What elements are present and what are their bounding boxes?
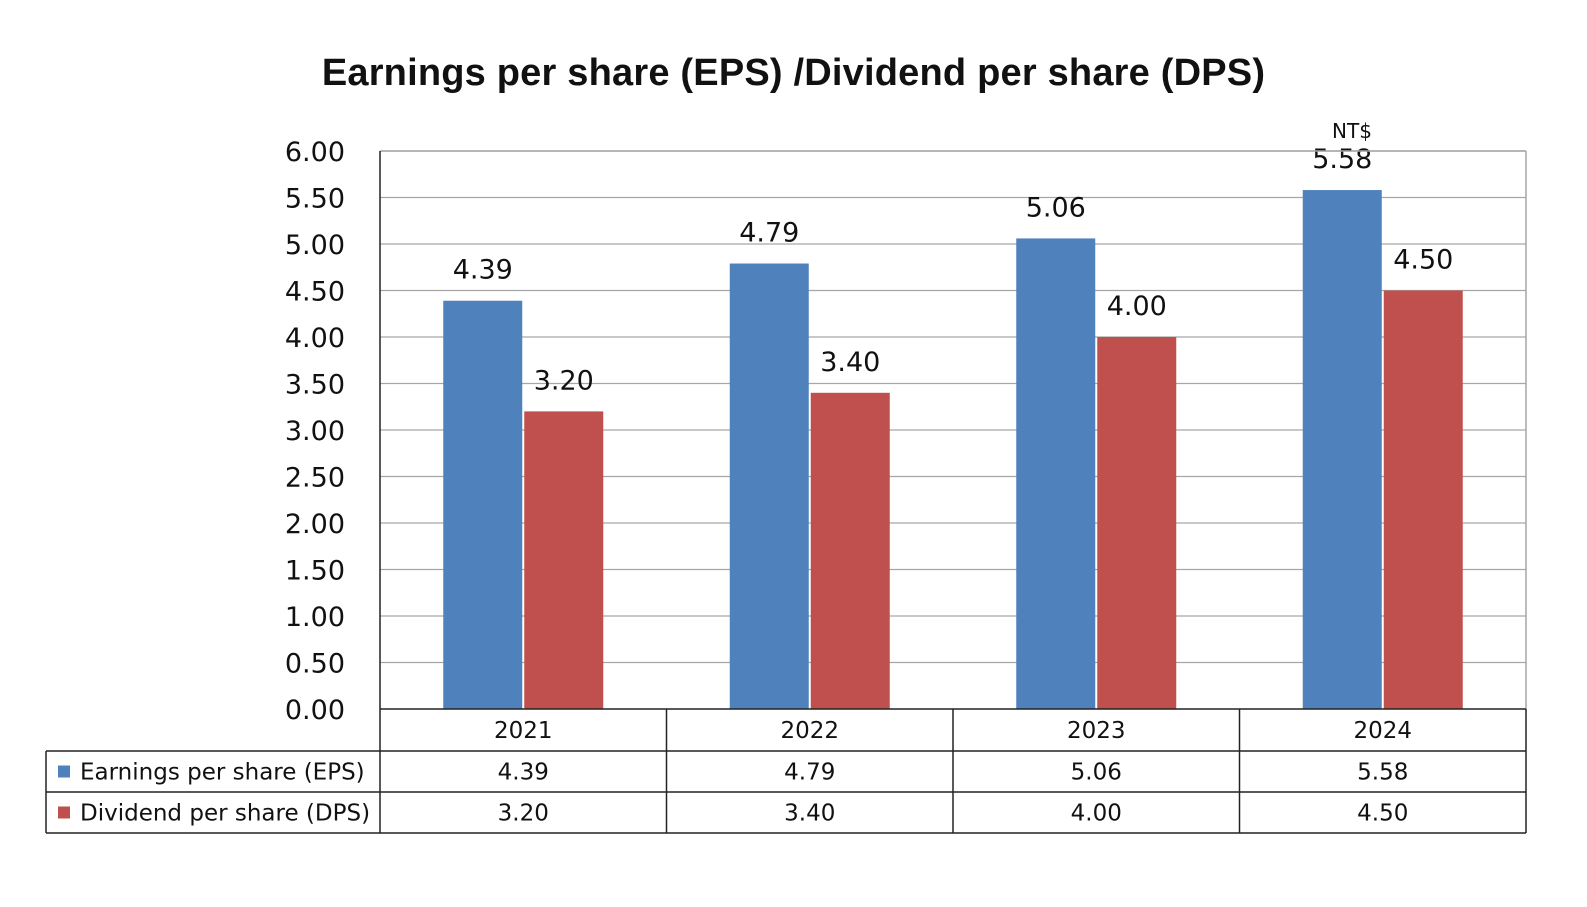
table-cell-value: 5.58 [1357,760,1408,786]
data-labels: 4.39 3.20 4.79 3.40 5.06 4.00 5.58 4.50 [453,144,1454,396]
x-tick-label: 2021 [494,718,553,744]
table-cell-value: 4.00 [1071,801,1122,827]
x-tick-label: 2024 [1353,718,1412,744]
dps-bar-2021 [524,411,604,709]
data-table: 2021 2022 2023 2024 Earnings per share (EPS)… [45,709,1527,834]
legend-label: Dividend per share (DPS) [80,801,370,827]
y-tick-label: 2.00 [285,509,345,540]
eps-bar-2021 [443,300,523,709]
eps-data-label-2022: 4.79 [739,218,799,249]
y-tick-label: 3.50 [285,370,345,401]
y-tick-label: 4.50 [285,277,345,308]
legend-swatch [58,765,70,778]
table-cell-value: 4.50 [1357,801,1408,827]
table-cell-value: 4.39 [498,760,549,786]
dps-data-label-2024: 4.50 [1393,245,1453,276]
legend-label: Earnings per share (EPS) [80,760,365,786]
legend-swatch [58,806,70,819]
y-tick-label: 3.00 [285,416,345,447]
y-tick-label: 0.00 [285,695,345,726]
dps-data-label-2023: 4.00 [1107,291,1167,322]
y-tick-label: 5.00 [285,230,345,261]
y-tick-label: 2.50 [285,463,345,494]
y-tick-label: 1.50 [285,556,345,587]
y-tick-label: 5.50 [285,184,345,215]
eps-data-label-2021: 4.39 [453,255,513,286]
eps-bar-2024 [1302,190,1382,709]
y-tick-label: 0.50 [285,649,345,680]
eps-bar-2022 [729,263,809,709]
y-tick-label: 1.00 [285,602,345,633]
bars [443,190,1463,710]
eps-data-label-2024: 5.58 [1312,144,1372,175]
dps-data-label-2021: 3.20 [534,365,594,396]
y-tick-label: 4.00 [285,323,345,354]
y-axis-ticks: 0.00 0.50 1.00 1.50 2.00 2.50 3.00 3.50 4.00 4.50… [285,137,345,726]
dps-bar-2022 [810,392,890,709]
eps-data-label-2023: 5.06 [1026,192,1086,223]
dps-bar-2023 [1097,337,1177,709]
table-cell-value: 4.79 [784,760,835,786]
dps-bar-2024 [1383,290,1463,709]
table-cell-value: 3.40 [784,801,835,827]
y-tick-label: 6.00 [285,137,345,168]
x-tick-label: 2022 [780,718,839,744]
unit-label: NT$ [1332,119,1372,143]
dps-data-label-2022: 3.40 [820,347,880,378]
chart-title: Earnings per share (EPS) /Dividend per s… [321,52,1266,94]
eps-bar-2023 [1016,238,1096,710]
plot-frame [379,150,1527,833]
x-tick-label: 2023 [1067,718,1126,744]
table-cell-value: 5.06 [1071,760,1122,786]
table-cell-value: 3.20 [498,801,549,827]
